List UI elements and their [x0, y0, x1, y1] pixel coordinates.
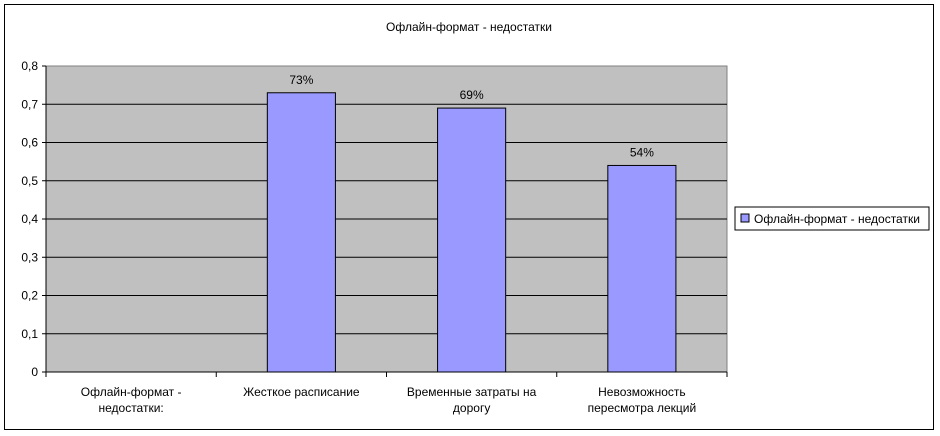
data-label: 73% — [289, 73, 313, 87]
chart-title: Офлайн-формат - недостатки — [386, 20, 552, 34]
x-category-label: Офлайн-формат -недостатки: — [81, 385, 182, 415]
bar — [437, 107, 507, 373]
legend: Офлайн-формат - недостатки — [734, 206, 930, 231]
bars — [266, 92, 677, 373]
y-tick-label: 0,6 — [21, 136, 38, 150]
y-tick-label: 0,3 — [21, 250, 38, 264]
y-tick-label: 0 — [31, 365, 38, 379]
x-category-label: Невозможность пересмотра лекций — [588, 385, 697, 415]
legend-box — [734, 206, 930, 231]
y-tick-label: 0,5 — [21, 174, 38, 188]
y-tick-label: 0,2 — [21, 289, 38, 303]
y-tick-label: 0,4 — [21, 212, 38, 226]
data-labels: 73% 69% 54% — [289, 73, 654, 160]
legend-entry: Офлайн-формат - недостатки — [754, 212, 920, 226]
data-label: 69% — [460, 88, 484, 102]
x-category-label: Временные затраты на дорогу — [407, 385, 537, 415]
x-axis: Офлайн-формат -недостатки: Жесткое распис… — [45, 371, 728, 415]
y-tick-label: 0,7 — [21, 97, 38, 111]
y-axis: 0 0,1 0,2 0,3 0,4 0,5 0,6 0,7 0,8 — [21, 59, 47, 379]
x-category-label: Жесткое расписание — [243, 385, 360, 399]
bar — [607, 164, 677, 373]
y-tick-label: 0,8 — [21, 59, 38, 73]
bar — [266, 92, 336, 373]
y-tick-label: 0,1 — [21, 327, 38, 341]
data-label: 54% — [630, 145, 654, 159]
legend-swatch — [740, 213, 750, 223]
